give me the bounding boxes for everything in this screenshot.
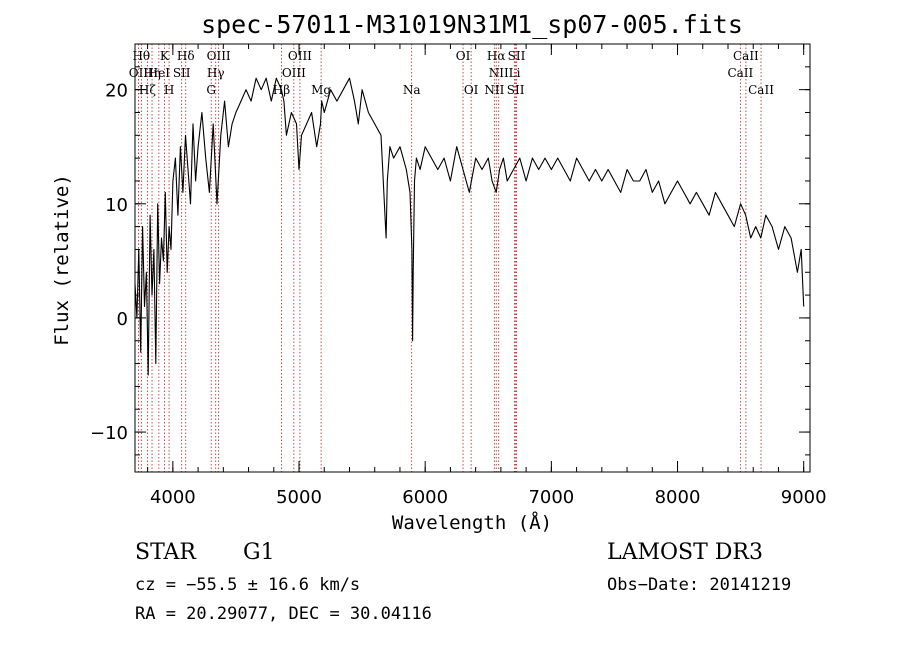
x-tick-label: 8000 bbox=[655, 487, 701, 508]
spectral-line-label-19: H bbox=[164, 83, 174, 97]
object-class: STAR bbox=[135, 540, 196, 565]
spectral-line-label-0: Hθ bbox=[132, 49, 150, 63]
spectral-line-label-17: CaII bbox=[727, 66, 753, 80]
object-subclass: G1 bbox=[243, 540, 275, 565]
chart-title: spec-57011-M31019N31M1_sp07-005.fits bbox=[201, 10, 743, 39]
spectral-line-label-5: OI bbox=[456, 49, 471, 63]
y-tick-label: 10 bbox=[105, 195, 128, 216]
spectral-line-label-25: NII bbox=[484, 83, 504, 97]
spectral-line-label-11: HeI bbox=[148, 66, 171, 80]
x-tick-label: 9000 bbox=[781, 487, 827, 508]
spectral-line-label-13: Hγ bbox=[207, 66, 225, 80]
observation-date: Obs−Date: 20141219 bbox=[607, 575, 792, 595]
spectral-line-label-15: NII bbox=[489, 66, 509, 80]
plot-frame bbox=[134, 43, 811, 473]
spectral-line-label-12: SII bbox=[173, 66, 191, 80]
x-tick-label: 4000 bbox=[150, 487, 196, 508]
spectral-line-label-27: CaII bbox=[748, 83, 774, 97]
coordinates: RA = 20.29077, DEC = 30.04116 bbox=[135, 604, 432, 624]
spectral-line-label-16: Li bbox=[509, 66, 521, 80]
survey-name: LAMOST DR3 bbox=[607, 540, 763, 565]
spectral-line-label-26: SII bbox=[507, 83, 525, 97]
spectral-line-label-20: G bbox=[206, 83, 216, 97]
spectral-line-label-3: OIII bbox=[207, 49, 231, 63]
spectral-line-label-8: CaII bbox=[733, 49, 759, 63]
spectral-line-label-2: Hδ bbox=[177, 49, 195, 63]
spectral-line-label-18: Hζ bbox=[139, 83, 156, 97]
y-tick-label: −10 bbox=[90, 423, 128, 444]
spectral-line-label-22: Mg bbox=[311, 83, 331, 97]
spectrum-line bbox=[134, 77, 805, 376]
y-tick-label: 0 bbox=[117, 309, 128, 330]
spectral-line-label-4: OIII bbox=[288, 49, 312, 63]
spectral-line-label-1: K bbox=[160, 49, 170, 63]
x-tick-label: 7000 bbox=[528, 487, 574, 508]
redshift-velocity: cz = −55.5 ± 16.6 km/s bbox=[135, 575, 361, 595]
spectrum-series bbox=[134, 77, 805, 376]
spectral-line-label-6: Hα bbox=[487, 49, 506, 63]
spectral-line-label-14: OIII bbox=[282, 66, 306, 80]
axis-ticks: 4000 5000 6000 7000 8000 9000 −10 0 10 20 bbox=[90, 43, 827, 508]
spectral-line-label-24: OI bbox=[464, 83, 479, 97]
x-tick-label: 6000 bbox=[402, 487, 448, 508]
spectral-line-label-9: OII bbox=[129, 66, 149, 80]
x-tick-label: 5000 bbox=[276, 487, 322, 508]
spectral-line-label-7: SII bbox=[508, 49, 526, 63]
y-axis-label: Flux (relative) bbox=[51, 174, 73, 346]
y-tick-label: 20 bbox=[105, 81, 128, 102]
spectral-line-label-23: Na bbox=[403, 83, 421, 97]
x-axis-label: Wavelength (Å) bbox=[392, 511, 552, 534]
